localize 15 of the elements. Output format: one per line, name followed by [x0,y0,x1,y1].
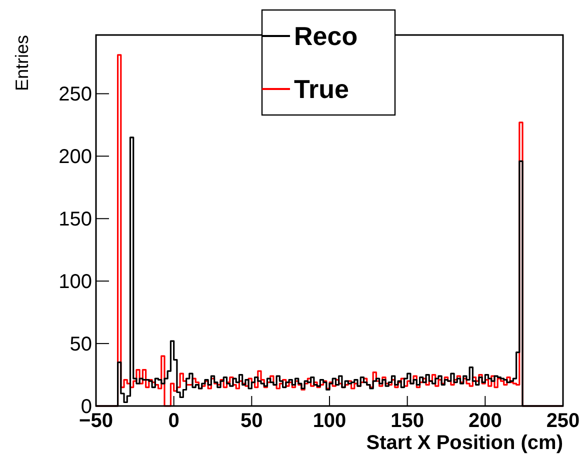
x-tick-label: 200 [468,410,502,432]
y-tick-label: 50 [70,334,92,356]
y-tick-label: 150 [58,208,92,231]
legend-label: True [294,74,349,104]
x-axis-title: Start X Position (cm) [366,432,563,454]
x-tick-label: 0 [168,410,180,432]
x-tick-label: 250 [546,410,580,432]
y-tick-label: 250 [58,84,92,106]
y-tick-label: 100 [58,271,92,294]
x-tick-label: 100 [312,410,346,432]
y-tick-label: 200 [58,146,92,168]
x-tick-label: 50 [240,410,263,432]
x-tick-label: 150 [390,410,424,432]
legend-label: Reco [294,21,358,52]
y-axis-title: Entries [12,35,32,92]
